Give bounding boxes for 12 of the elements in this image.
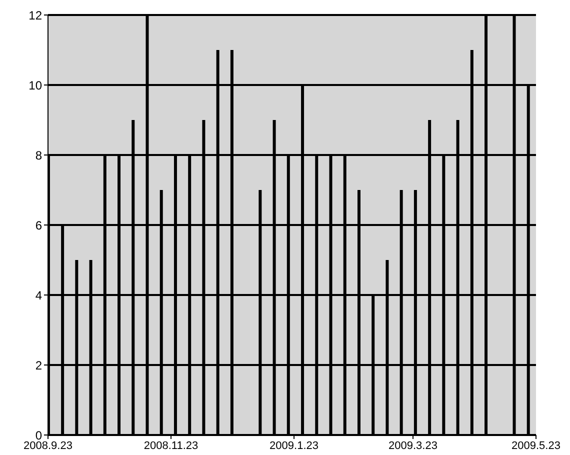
x-tick-label: 2009.3.23: [388, 440, 438, 452]
y-tick-label: 12: [28, 8, 42, 22]
x-tick-label: 2009.1.23: [270, 440, 318, 452]
y-tick-label: 4: [35, 288, 42, 302]
y-tick-label: 8: [35, 148, 42, 162]
x-tick-label: 2008.11.23: [144, 440, 198, 452]
y-tick-label: 2: [35, 358, 42, 372]
y-tick-label: 0: [35, 428, 42, 442]
x-tick-label: 2009.5.23: [512, 440, 560, 452]
x-tick-label: 2008.9.23: [24, 440, 72, 452]
y-tick-label: 10: [28, 78, 42, 92]
y-tick-label: 6: [35, 218, 42, 232]
